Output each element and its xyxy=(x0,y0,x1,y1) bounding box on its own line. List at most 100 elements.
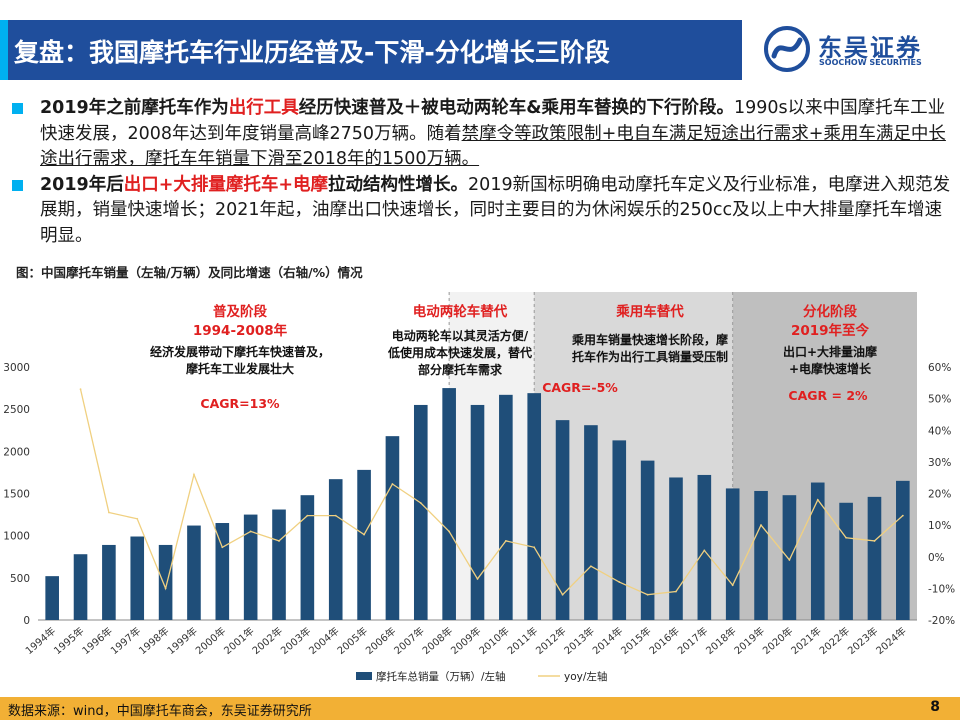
x-tick-label: 2001年 xyxy=(221,624,257,657)
yoy-point-1998年 xyxy=(164,587,167,590)
phase-cagr-0: CAGR=13% xyxy=(200,396,280,411)
legend-bar-label: 摩托车总销量（万辆）/左轴 xyxy=(376,670,506,683)
x-tick-label: 2024年 xyxy=(873,624,909,657)
phase-desc-3: 出口+大排量油摩 xyxy=(783,344,877,359)
x-tick-label: 2023年 xyxy=(845,624,881,657)
phase-title-0: 普及阶段 xyxy=(213,303,267,320)
bullet-2-bold-b: 拉动结构性增长。 xyxy=(328,174,469,195)
yoy-point-1999年 xyxy=(193,473,195,476)
bar-2001年 xyxy=(243,514,258,620)
y-right-tick-label: 60% xyxy=(928,362,951,374)
x-tick-label: 2006年 xyxy=(363,624,399,657)
bar-2024年 xyxy=(896,480,910,620)
yoy-point-2018年 xyxy=(731,584,734,587)
phase-desc-0: 摩托车工业发展壮大 xyxy=(186,361,294,376)
bullet-1-underlined: 禁摩令等政策限制+电自车满足短途出行需求+乘用车满足中长途出行需求，摩托车年销量… xyxy=(40,123,946,170)
bar-1994年 xyxy=(45,576,59,620)
yoy-point-2001年 xyxy=(249,530,252,533)
x-tick-label: 2009年 xyxy=(448,624,484,657)
data-source: 数据来源：wind，中国摩托车商会，东吴证券研究所 xyxy=(8,704,312,719)
phase-desc-3: +电摩快速增长 xyxy=(789,361,872,376)
bar-1997年 xyxy=(130,536,145,620)
title-bar: 复盘：我国摩托车行业历经普及-下滑-分化增长三阶段 xyxy=(0,20,742,80)
bullet-2-bold-a: 2019年后 xyxy=(40,174,124,195)
bar-1996年 xyxy=(102,544,116,620)
yoy-point-2011年 xyxy=(533,546,536,549)
bar-2017年 xyxy=(697,474,712,620)
phase-title-1: 电动两轮车替代 xyxy=(413,303,508,320)
bullet-1-bold-b: 经历快速普及＋被电动两轮车&乘用车替换的下行阶段。 xyxy=(298,98,734,118)
yoy-line xyxy=(79,388,904,596)
bar-2011年 xyxy=(527,393,542,620)
bullet-2-highlight: 出口+大排量摩托车+电摩 xyxy=(123,174,329,195)
bar-2013年 xyxy=(584,425,598,620)
yoy-point-2020年 xyxy=(788,559,791,561)
page-title: 复盘：我国摩托车行业历经普及-下滑-分化增长三阶段 xyxy=(14,38,610,67)
phase-cagr-2: CAGR=-5% xyxy=(542,380,618,395)
yoy-point-2010年 xyxy=(504,540,507,542)
x-tick-label: 2021年 xyxy=(788,624,824,657)
x-tick-label: 2015年 xyxy=(618,624,654,657)
bar-2007年 xyxy=(413,404,428,620)
x-tick-label: 1995年 xyxy=(51,624,87,657)
yoy-point-2006年 xyxy=(391,483,394,485)
bar-2002年 xyxy=(272,509,286,620)
yoy-point-2012年 xyxy=(561,593,564,596)
yoy-point-2022年 xyxy=(845,536,848,539)
yoy-point-2015年 xyxy=(646,593,649,596)
bullet-1: 2019年之前摩托车作为出行工具经历快速普及＋被电动两轮车&乘用车替换的下行阶段… xyxy=(8,96,952,173)
phase-desc-1: 部分摩托车需求 xyxy=(418,362,503,377)
y-right-tick-label: -20% xyxy=(928,615,955,627)
phase-subtitle-3: 2019年至今 xyxy=(791,322,870,339)
y-left-tick-label: 0 xyxy=(23,615,30,627)
x-tick-label: 2014年 xyxy=(590,624,626,657)
bar-2015年 xyxy=(640,460,655,620)
bar-2020年 xyxy=(782,495,797,620)
company-logo: 东吴证券 SOOCHOW SECURITIES xyxy=(764,26,954,72)
footer: 数据来源：wind，中国摩托车商会，东吴证券研究所 8 xyxy=(0,697,960,720)
y-right-tick-label: 50% xyxy=(928,394,951,406)
phase-desc-1: 低使用成本快速发展，替代 xyxy=(387,345,532,360)
bullet-1-text: 1990s以来中国摩托车工业快速发展，2008年达到年度销量高峰2750万辆。随… xyxy=(40,98,946,144)
bullet-square-icon xyxy=(12,179,23,191)
y-left-tick-label: 500 xyxy=(10,573,30,585)
x-tick-label: 2003年 xyxy=(278,624,314,657)
logo-english-name: SOOCHOW SECURITIES xyxy=(819,58,922,67)
bullet-1-bold-a: 2019年之前摩托车作为 xyxy=(40,98,229,118)
bar-2009年 xyxy=(470,404,485,620)
x-tick-label: 2017年 xyxy=(675,624,711,657)
title-accent xyxy=(0,20,8,80)
x-tick-label: 2011年 xyxy=(505,624,541,657)
bar-2012年 xyxy=(555,420,570,620)
chart-caption: 图：中国摩托车销量（左轴/万辆）及同比增速（右轴/%）情况 xyxy=(16,265,363,280)
phase-title-3: 分化阶段 xyxy=(803,303,857,320)
yoy-point-2017年 xyxy=(703,549,706,552)
phase-desc-2: 乘用车销量快速增长阶段，摩 xyxy=(571,332,728,347)
phase-subtitle-0: 1994-2008年 xyxy=(193,322,288,339)
y-left-tick-label: 2000 xyxy=(3,446,30,458)
bar-1999年 xyxy=(187,525,201,620)
bar-2003年 xyxy=(300,495,315,620)
x-tick-label: 2019年 xyxy=(731,624,767,657)
yoy-point-2023年 xyxy=(873,540,876,542)
yoy-point-2009年 xyxy=(476,577,479,580)
yoy-point-2016年 xyxy=(675,590,677,593)
x-tick-label: 1999年 xyxy=(164,624,200,657)
yoy-point-2003年 xyxy=(306,514,309,517)
yoy-point-2004年 xyxy=(334,514,337,517)
logo-mark-icon xyxy=(764,26,810,72)
bullet-1-highlight: 出行工具 xyxy=(228,98,299,118)
page-number: 8 xyxy=(930,699,940,715)
bar-2006年 xyxy=(385,436,400,620)
yoy-point-2000年 xyxy=(221,546,224,549)
summary-bullets: 2019年之前摩托车作为出行工具经历快速普及＋被电动两轮车&乘用车替换的下行阶段… xyxy=(8,96,952,249)
yoy-point-2021年 xyxy=(816,498,819,501)
bar-2004年 xyxy=(328,479,343,620)
x-tick-label: 2008年 xyxy=(420,624,456,657)
x-tick-label: 2002年 xyxy=(249,624,285,657)
y-left-tick-label: 3000 xyxy=(3,362,30,374)
yoy-point-2013年 xyxy=(590,565,592,568)
phase-shade-1 xyxy=(449,292,535,620)
x-tick-label: 2010年 xyxy=(476,624,512,657)
bullet-2: 2019年后出口+大排量摩托车+电摩拉动结构性增长。2019新国标明确电动摩托车… xyxy=(8,173,952,250)
